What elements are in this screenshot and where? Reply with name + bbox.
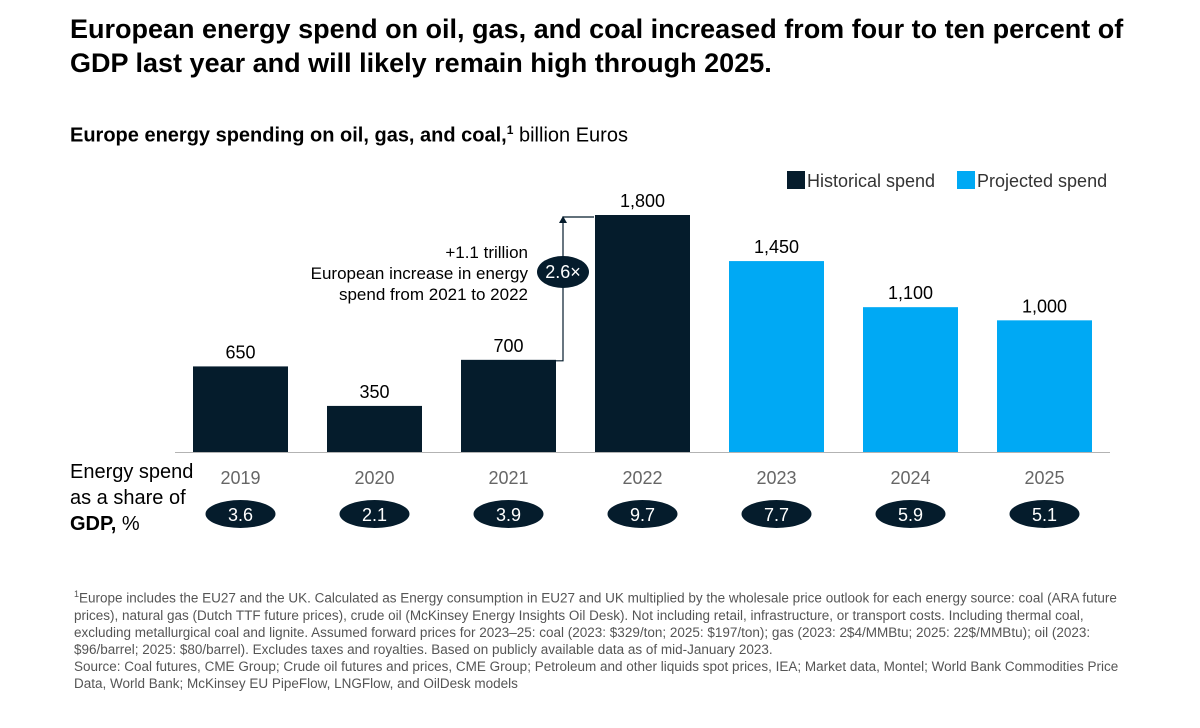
gdp-share-pill — [339, 500, 410, 528]
annotation-line-3: spend from 2021 to 2022 — [339, 285, 528, 304]
bar-value-label: 1,000 — [1022, 296, 1067, 316]
bar-2023 — [729, 261, 824, 452]
footnote-text-marker: 1 — [74, 589, 80, 599]
footnote-text: 1Europe includes the EU27 and the UK. Ca… — [70, 586, 1130, 658]
x-tick-label: 2024 — [890, 468, 930, 488]
footnote-text-body: Europe includes the EU27 and the UK. Cal… — [74, 590, 1117, 657]
source-text: Source: Coal futures, CME Group; Crude o… — [74, 658, 1119, 691]
gdp-share-value: 3.6 — [228, 505, 253, 525]
bar-2021 — [461, 359, 556, 452]
annotation-line-1: +1.1 trillion — [445, 243, 528, 262]
bar-value-label: 700 — [493, 336, 523, 356]
legend-swatch-historical — [787, 171, 805, 189]
bar-2019 — [193, 366, 288, 452]
bar-value-label: 350 — [359, 382, 389, 402]
gdp-share-value: 5.9 — [898, 505, 923, 525]
gdp-share-value: 9.7 — [630, 505, 655, 525]
bar-value-label: 1,100 — [888, 283, 933, 303]
gdp-share-label-gdp: GDP, — [70, 513, 117, 535]
gdp-share-value: 2.1 — [362, 505, 387, 525]
gdp-share-pill — [1009, 500, 1080, 528]
bar-2024 — [863, 307, 958, 452]
x-tick-label: 2019 — [220, 468, 260, 488]
gdp-share-value: 3.9 — [496, 505, 521, 525]
chart-subtitle: Europe energy spending on oil, gas, and … — [70, 116, 628, 150]
x-tick-label: 2025 — [1024, 468, 1064, 488]
bar-2020 — [327, 405, 422, 452]
legend-label-projected: Projected spend — [977, 171, 1107, 191]
x-tick-label: 2022 — [622, 468, 662, 488]
gdp-share-value: 7.7 — [764, 505, 789, 525]
page-title: European energy spend on oil, gas, and c… — [70, 14, 1124, 78]
chart-subtitle-main: Europe energy spending on oil, gas, and … — [70, 124, 507, 147]
chart-subtitle-unit: billion Euros — [513, 124, 628, 147]
gdp-share-pill — [741, 500, 812, 528]
footnote-marker: 1 — [506, 123, 514, 137]
increase-badge-text: 2.6× — [545, 262, 581, 282]
bar-value-label: 1,450 — [754, 237, 799, 257]
gdp-share-label-text: Energy spend as a share of — [70, 461, 194, 509]
legend-label-historical: Historical spend — [807, 171, 935, 191]
gdp-share-label: Energy spend as a share of GDP, % — [70, 459, 195, 537]
footnotes: 1Europe includes the EU27 and the UK. Ca… — [70, 586, 1130, 692]
gdp-share-pill — [473, 500, 544, 528]
bar-chart: Historical spend Projected spend 650 2019 3.… — [175, 171, 1110, 528]
x-tick-label: 2020 — [354, 468, 394, 488]
annotation-line-2: European increase in energy — [311, 264, 529, 283]
gdp-share-value: 5.1 — [1032, 505, 1057, 525]
gdp-share-pill — [205, 500, 276, 528]
bar-2025 — [997, 320, 1092, 452]
increase-arrow-line — [556, 216, 594, 362]
gdp-share-label-unit: % — [116, 513, 140, 535]
bar-value-label: 650 — [225, 342, 255, 362]
x-tick-label: 2023 — [756, 468, 796, 488]
legend-swatch-projected — [957, 171, 975, 189]
increase-badge — [537, 256, 589, 288]
gdp-share-pill — [875, 500, 946, 528]
x-tick-label: 2021 — [488, 468, 528, 488]
gdp-share-pill — [607, 500, 678, 528]
increase-arrow-head — [559, 216, 567, 223]
bar-value-label: 1,800 — [620, 191, 665, 211]
bar-2022 — [595, 215, 690, 452]
